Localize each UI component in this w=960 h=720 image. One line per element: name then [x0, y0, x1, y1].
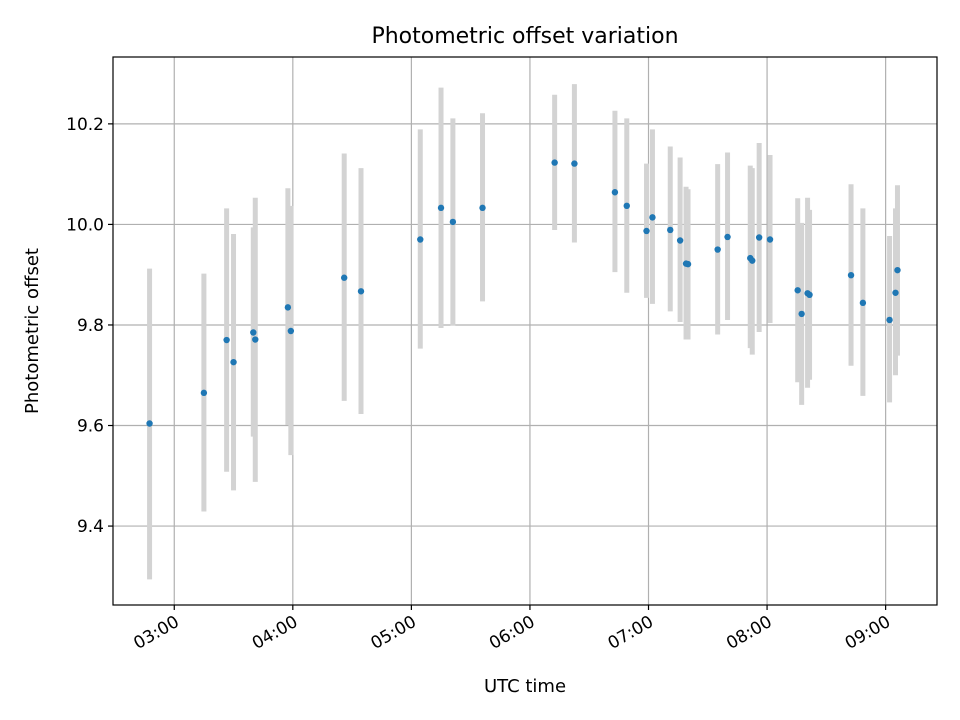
data-point — [667, 226, 674, 234]
data-point — [794, 287, 801, 294]
data-point — [714, 246, 721, 253]
data-point — [766, 236, 774, 243]
data-points — [146, 159, 901, 427]
data-point — [643, 227, 650, 235]
y-tick-label: 10.2 — [66, 115, 104, 135]
data-point — [806, 291, 813, 299]
data-point — [340, 274, 348, 281]
data-point — [571, 160, 578, 167]
data-point — [230, 358, 237, 366]
y-tick-label: 9.8 — [77, 316, 104, 336]
data-point — [892, 289, 899, 296]
data-point — [551, 159, 558, 166]
data-point — [250, 329, 257, 336]
data-point — [200, 389, 208, 397]
data-point — [417, 236, 424, 243]
y-tick-label: 9.4 — [77, 517, 104, 537]
data-point — [623, 202, 630, 210]
data-point — [449, 218, 457, 226]
data-point — [479, 204, 486, 212]
chart-title: Photometric offset variation — [371, 24, 678, 49]
data-point — [146, 420, 153, 427]
data-point — [676, 237, 684, 244]
data-point — [798, 310, 805, 318]
data-point — [847, 271, 855, 279]
data-point — [649, 214, 656, 221]
data-point — [284, 304, 292, 311]
data-point — [755, 234, 763, 241]
data-point — [684, 260, 692, 268]
data-point — [357, 288, 365, 295]
data-point — [859, 299, 867, 307]
y-axis-label: Photometric offset — [22, 248, 43, 414]
data-point — [886, 316, 893, 324]
plot-frame — [112, 56, 938, 606]
x-axis-label: UTC time — [484, 676, 566, 697]
data-point — [724, 233, 731, 241]
data-point — [749, 257, 756, 264]
data-point — [223, 336, 230, 344]
data-point — [287, 327, 295, 335]
data-point — [437, 204, 445, 212]
data-point — [611, 189, 619, 196]
y-tick-label: 10.0 — [66, 215, 104, 235]
data-point — [252, 336, 259, 343]
y-tick-label: 9.6 — [77, 417, 104, 437]
data-point — [894, 266, 901, 274]
y-axis-ticks: 9.4 9.6 9.8 10.0 10.2 — [66, 115, 113, 537]
